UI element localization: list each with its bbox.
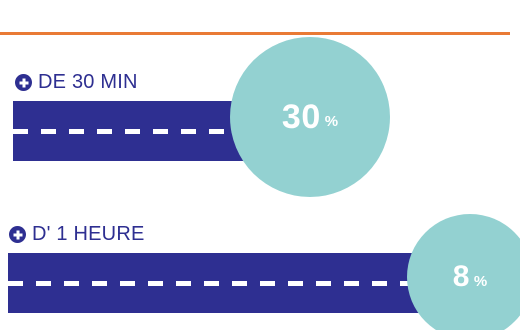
row-label-30min: DE 30 MIN (15, 71, 138, 94)
road-bar-1hour (8, 253, 428, 313)
top-divider (0, 32, 510, 35)
plus-circle-icon (15, 74, 32, 91)
row-label-1hour: D' 1 HEURE (9, 223, 145, 246)
road-bar-30min (13, 101, 253, 161)
percent-unit: % (473, 272, 488, 290)
plus-circle-icon (9, 226, 26, 243)
row-label-text: DE 30 MIN (38, 71, 138, 93)
percent-bubble-1hour: 8 % (407, 214, 520, 330)
percent-value: 8 (452, 260, 470, 293)
road-dashes (13, 129, 253, 134)
percent-value: 30 (281, 97, 321, 136)
road-dashes (8, 281, 428, 286)
row-label-text: D' 1 HEURE (32, 223, 145, 245)
percent-unit: % (324, 112, 339, 130)
percent-bubble-30min: 30 % (230, 37, 390, 197)
